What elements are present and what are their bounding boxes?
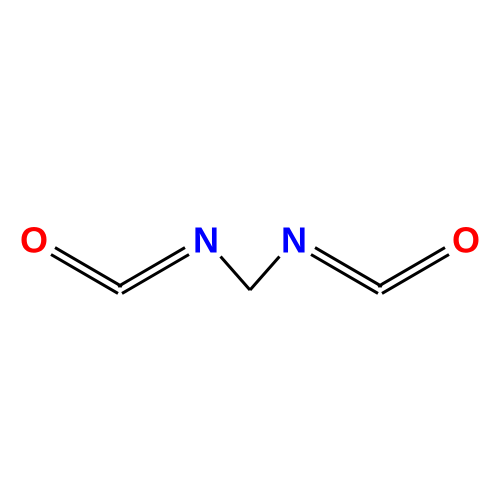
bond-line (118, 248, 185, 287)
bond-line (315, 248, 382, 287)
bond-line (311, 255, 378, 294)
molecule-diagram: ONNO (0, 0, 500, 500)
bond-line (382, 255, 449, 294)
n-atom-label: N (281, 220, 307, 261)
n-atom-label: N (193, 220, 219, 261)
bond-line (122, 255, 189, 294)
bond-line (221, 257, 250, 290)
o-atom-label: O (20, 220, 48, 261)
o-atom-label: O (452, 220, 480, 261)
bond-line (378, 248, 445, 287)
bond-line (55, 248, 122, 287)
bond-line (250, 257, 279, 290)
bond-line (51, 255, 118, 294)
